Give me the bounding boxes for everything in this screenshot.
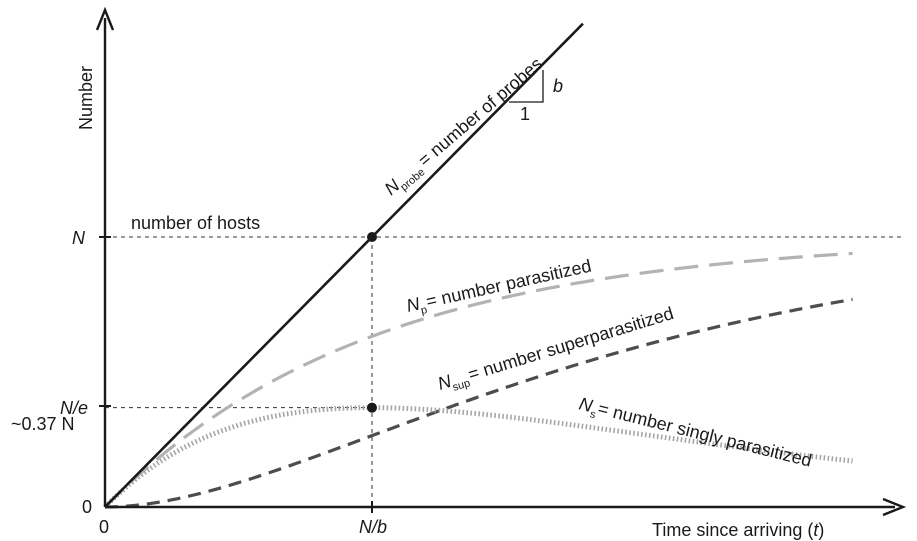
- hosts-annotation: number of hosts: [131, 213, 260, 233]
- series-label-singly-sub: s: [589, 408, 598, 421]
- series-curves: [103, 22, 853, 509]
- series-label-probe-sub: probe: [398, 166, 427, 193]
- series-label-singly-text: = number singly parasitized: [596, 398, 814, 471]
- series-line-probe: [104, 22, 584, 508]
- series-line-parasitized: [103, 251, 853, 509]
- series-line-superparasitized: [104, 297, 853, 509]
- series-line-singly: [103, 405, 853, 509]
- y-axis-arrow-icon: [95, 6, 115, 31]
- slope-run-label: 1: [520, 104, 530, 124]
- series-label-superparasitized-sub: sup: [451, 377, 471, 394]
- x-axis-arrow-icon: [882, 497, 907, 517]
- axes: [95, 6, 907, 517]
- y-tick-label-zero: 0: [82, 497, 92, 517]
- series-label-superparasitized: Nsup= number superparasitized: [435, 303, 677, 398]
- slope-triangle: b 1: [509, 70, 563, 124]
- series-label-superparasitized-text: = number superparasitized: [466, 303, 676, 385]
- slope-triangle-lines: [509, 70, 544, 103]
- peak-dot-Ne: [367, 402, 377, 413]
- series-label-singly-sym: N: [577, 393, 595, 416]
- slope-rise-label: b: [553, 76, 563, 96]
- y-axis-label: Number: [76, 66, 96, 130]
- series-label-parasitized: Np= number parasitized: [405, 256, 594, 320]
- series-label-parasitized-sub: p: [420, 304, 429, 317]
- series-label-parasitized-sym: N: [405, 293, 423, 316]
- guide-lines: [105, 236, 905, 507]
- series-label-parasitized-text: = number parasitized: [424, 256, 593, 312]
- y-tick-label-Ne-approx: ~0.37 N: [11, 414, 75, 434]
- x-axis-label: Time since arriving (t): [652, 520, 824, 540]
- x-axis-label-var: t: [813, 520, 819, 540]
- y-tick-label-N: N: [72, 228, 86, 248]
- x-axis-label-close: ): [818, 520, 824, 540]
- x-axis-label-text: Time since arriving (: [652, 520, 813, 540]
- series-label-probe: Nprobe= number of probes: [381, 53, 549, 202]
- intersection-dot-N: [367, 232, 377, 242]
- series-label-singly: Ns= number singly parasitized: [576, 393, 814, 474]
- x-tick-label-Nb: N/b: [359, 517, 387, 537]
- y-tick-label-Ne: N/e: [60, 398, 88, 418]
- x-tick-label-zero: 0: [99, 517, 109, 537]
